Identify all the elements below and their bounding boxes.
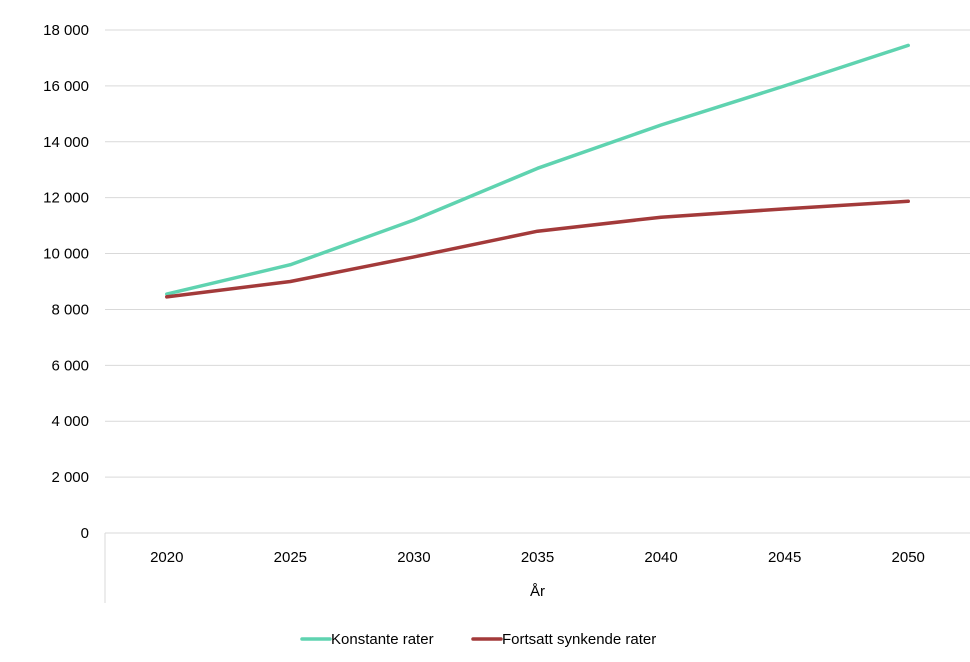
x-tick-label: 2025 (274, 549, 307, 566)
legend-label: Fortsatt synkende rater (502, 631, 656, 648)
data-point (165, 292, 169, 296)
y-tick-label: 4 000 (51, 413, 89, 430)
y-tick-label: 18 000 (43, 22, 89, 39)
series-line-1 (165, 199, 910, 299)
data-point (659, 215, 663, 219)
data-point (783, 207, 787, 211)
x-tick-label: 2040 (644, 549, 677, 566)
x-tick-label: 2050 (892, 549, 925, 566)
data-point (659, 123, 663, 127)
y-tick-label: 12 000 (43, 190, 89, 207)
data-point (165, 295, 169, 299)
x-tick-label: 2035 (521, 549, 554, 566)
data-point (906, 199, 910, 203)
legend: Konstante rater Fortsatt synkende rater (300, 631, 656, 648)
x-tick-label: 2020 (150, 549, 183, 566)
y-tick-label: 0 (81, 525, 89, 542)
legend-label: Konstante rater (331, 631, 434, 648)
series-lines (165, 43, 910, 299)
x-tick-labels: 2020 2025 2030 2035 2040 2045 2050 (150, 549, 925, 566)
y-tick-label: 6 000 (51, 357, 89, 374)
y-tick-label: 10 000 (43, 246, 89, 263)
x-axis-title: År (530, 583, 545, 600)
data-point (412, 255, 416, 259)
y-tick-labels: 0 2 000 4 000 6 000 8 000 10 000 12 000 14 000 1… (43, 22, 89, 542)
y-tick-label: 8 000 (51, 301, 89, 318)
data-point (412, 218, 416, 222)
data-point (906, 43, 910, 47)
axes (104, 532, 970, 603)
data-point (536, 166, 539, 170)
y-tick-label: 14 000 (43, 134, 89, 151)
x-tick-label: 2045 (768, 549, 801, 566)
gridlines (105, 29, 970, 478)
data-point (288, 263, 292, 267)
x-tick-label: 2030 (397, 549, 430, 566)
y-tick-label: 2 000 (51, 469, 89, 486)
data-point (536, 229, 539, 233)
data-point (288, 280, 292, 283)
data-point (783, 84, 787, 88)
y-tick-label: 16 000 (43, 78, 89, 95)
